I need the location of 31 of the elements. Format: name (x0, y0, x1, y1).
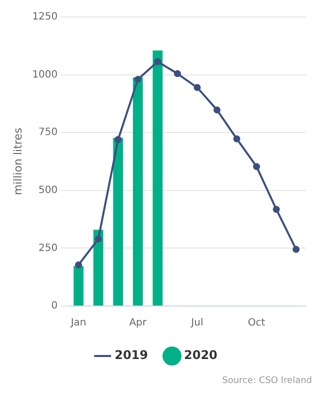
y-tick-label: 0 (51, 300, 58, 312)
x-tick-label: Apr (129, 318, 148, 329)
bar (93, 230, 104, 306)
point (253, 163, 260, 170)
y-tick-label: 750 (38, 127, 58, 138)
y-axis-title: million litres (11, 128, 24, 196)
x-tick-label: Oct (248, 318, 266, 329)
y-tick-label: 250 (38, 242, 58, 254)
y-tick-label: 1250 (32, 12, 58, 23)
legend-label: 2019 (114, 348, 148, 362)
bar (113, 138, 124, 306)
bar (152, 50, 163, 306)
point (213, 106, 220, 114)
legend-label: 2020 (184, 348, 218, 362)
x-tick-label: Jan (70, 318, 86, 329)
point (134, 76, 142, 83)
point (114, 136, 122, 144)
point (233, 135, 240, 142)
y-tick-label: 1000 (32, 69, 58, 80)
point (94, 235, 102, 242)
source-note: Source: CSO Ireland (221, 376, 312, 386)
bar (74, 266, 84, 306)
point (292, 246, 300, 253)
point (174, 70, 181, 78)
bar (132, 77, 143, 306)
point (194, 84, 201, 92)
point (75, 261, 82, 268)
y-tick-label: 500 (38, 184, 58, 196)
point (272, 206, 280, 213)
point (154, 58, 162, 66)
x-tick-label: Jul (190, 318, 204, 329)
